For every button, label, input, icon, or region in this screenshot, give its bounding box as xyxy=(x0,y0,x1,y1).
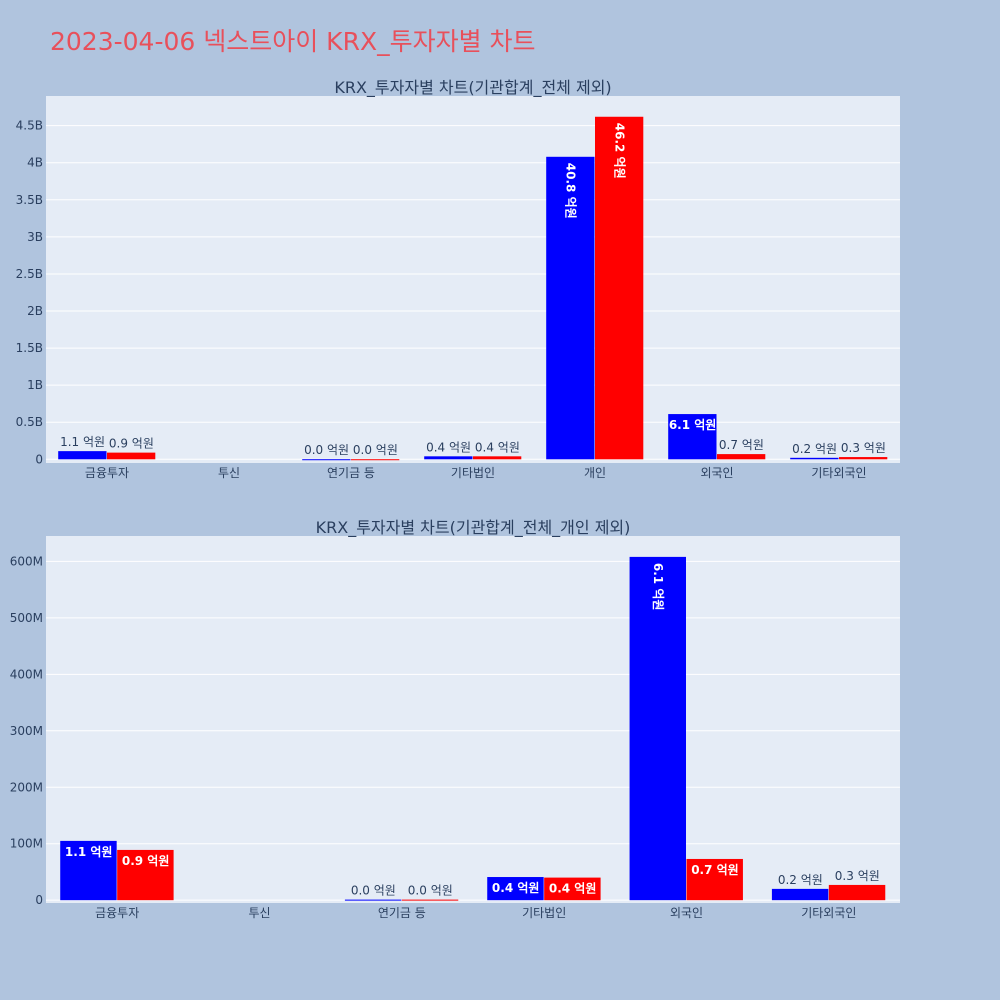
plot-area xyxy=(46,536,900,903)
chart-panel-2: KRX_투자자별 차트(기관합계_전체_개인 제외) 0 100M 200M 300M 4… xyxy=(10,518,900,920)
data-label: 0.4 억원 xyxy=(475,440,520,454)
bar xyxy=(629,556,686,901)
plot-area xyxy=(46,96,900,463)
y-tick-label: 4.5B xyxy=(16,119,43,133)
data-label: 0.3 억원 xyxy=(841,441,886,455)
data-label: 46.2 억원 xyxy=(612,123,626,179)
bar xyxy=(117,849,174,901)
x-tick-label: 투신 xyxy=(248,906,270,920)
data-label: 0.4 억원 xyxy=(492,881,540,895)
data-label: 40.8 억원 xyxy=(564,163,578,219)
data-label: 0.0 억원 xyxy=(304,443,349,457)
chart-panel-1: KRX_투자자별 차트(기관합계_전체 제외) 0 0.5B 1B 1.5B 2B 2.5B… xyxy=(16,78,900,480)
y-tick-label: 3.5B xyxy=(16,193,43,207)
data-label: 0.7 억원 xyxy=(719,438,764,452)
y-tick-label: 2.5B xyxy=(16,267,43,281)
data-label: 0.0 억원 xyxy=(351,884,396,898)
y-tick-label: 0 xyxy=(35,452,43,466)
data-label: 1.1 억원 xyxy=(60,435,105,449)
x-tick-label: 기타외국인 xyxy=(811,466,866,480)
bar xyxy=(717,454,766,460)
y-tick-label: 0 xyxy=(35,893,43,907)
data-label: 0.7 억원 xyxy=(691,863,739,877)
y-tick-label: 2B xyxy=(27,304,43,318)
x-tick-label: 기타법인 xyxy=(451,466,495,480)
data-label: 0.9 억원 xyxy=(109,437,154,451)
bar xyxy=(58,451,107,460)
bar xyxy=(424,456,473,460)
y-tick-label: 400M xyxy=(10,667,43,681)
x-tick-label: 금융투자 xyxy=(85,466,129,480)
data-label: 0.2 억원 xyxy=(792,442,837,456)
bar xyxy=(686,858,743,901)
y-tick-label: 1.5B xyxy=(16,341,43,355)
page-title: 2023-04-06 넥스트아이 KRX_투자자별 차트 xyxy=(50,27,536,56)
bar xyxy=(546,156,595,460)
x-tick-label: 연기금 등 xyxy=(378,906,426,920)
x-tick-label: 외국인 xyxy=(700,466,733,480)
bar xyxy=(60,840,117,901)
x-tick-label: 투신 xyxy=(218,466,240,480)
y-tick-label: 600M xyxy=(10,554,43,568)
data-label: 0.0 억원 xyxy=(408,884,453,898)
y-tick-label: 200M xyxy=(10,780,43,794)
bar xyxy=(828,884,886,901)
bar xyxy=(487,877,544,901)
chart-title: KRX_투자자별 차트(기관합계_전체_개인 제외) xyxy=(316,518,631,538)
data-label: 0.3 억원 xyxy=(835,869,880,883)
y-tick-label: 1B xyxy=(27,378,43,392)
x-tick-label: 연기금 등 xyxy=(327,466,375,480)
x-tick-label: 개인 xyxy=(584,466,606,480)
bar xyxy=(839,457,888,460)
bar xyxy=(344,899,402,901)
bar xyxy=(595,116,644,460)
data-label: 0.0 억원 xyxy=(353,443,398,457)
x-tick-label: 금융투자 xyxy=(95,906,139,920)
bar xyxy=(771,888,829,901)
y-tick-label: 3B xyxy=(27,230,43,244)
bar xyxy=(790,457,839,460)
y-tick-label: 300M xyxy=(10,724,43,738)
x-tick-label: 외국인 xyxy=(670,906,703,920)
y-tick-label: 4B xyxy=(27,156,43,170)
bar xyxy=(401,899,459,901)
data-label: 6.1 억원 xyxy=(669,418,717,432)
data-label: 0.9 억원 xyxy=(122,854,170,868)
bar xyxy=(544,877,601,901)
data-label: 0.4 억원 xyxy=(426,440,471,454)
bar xyxy=(668,414,717,460)
bar xyxy=(107,452,156,460)
bar xyxy=(302,459,351,461)
y-tick-label: 100M xyxy=(10,837,43,851)
chart-title: KRX_투자자별 차트(기관합계_전체 제외) xyxy=(334,78,611,98)
data-label: 1.1 억원 xyxy=(65,845,113,859)
x-tick-label: 기타외국인 xyxy=(801,906,856,920)
y-tick-label: 500M xyxy=(10,611,43,625)
y-tick-label: 0.5B xyxy=(16,415,43,429)
x-tick-label: 기타법인 xyxy=(522,906,566,920)
data-label: 6.1 억원 xyxy=(651,563,665,611)
bar xyxy=(351,459,400,461)
data-label: 0.4 억원 xyxy=(549,882,597,896)
bar xyxy=(473,456,522,460)
data-label: 0.2 억원 xyxy=(778,873,823,887)
